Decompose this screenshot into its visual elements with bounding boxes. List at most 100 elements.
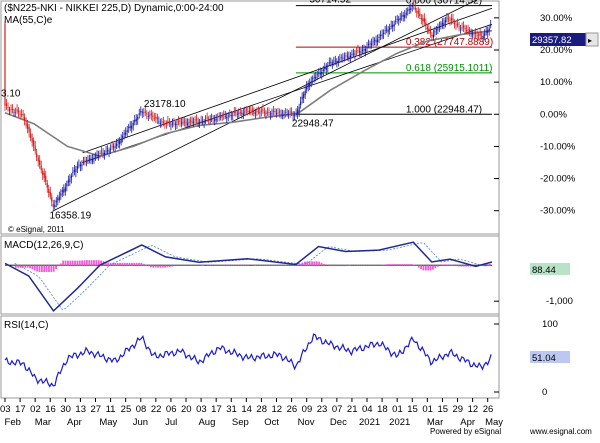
price-last-badge: 29357.82	[530, 33, 586, 46]
macd-histogram-bar	[285, 265, 287, 266]
candle-body	[231, 115, 232, 116]
candle-body	[205, 120, 206, 121]
macd-histogram-bar	[148, 265, 150, 266]
candle-body	[48, 189, 49, 193]
macd-histogram-bar	[81, 260, 83, 265]
macd-histogram-bar	[190, 265, 192, 266]
candle-body	[458, 26, 459, 27]
macd-histogram-bar	[401, 264, 403, 265]
ma-label: MA(55,C)e	[4, 15, 53, 26]
candle-body	[27, 124, 28, 129]
candle-body	[315, 77, 316, 79]
candle-body	[424, 18, 425, 22]
candle-body	[36, 154, 37, 157]
candle-body	[10, 109, 11, 110]
candle-body	[72, 172, 73, 173]
macd-histogram-bar	[318, 262, 320, 266]
candle-body	[475, 33, 476, 34]
macd-last-badge: 88.44	[530, 263, 570, 276]
price-ytick-label: 20.00%	[540, 45, 573, 56]
candle-body	[377, 40, 378, 43]
macd-histogram-bar	[58, 265, 60, 266]
macd-histogram-bar	[444, 264, 446, 265]
candle-body	[395, 21, 396, 22]
x-day-label: 06	[166, 404, 177, 415]
macd-histogram-bar	[264, 265, 266, 266]
candle-body	[389, 28, 390, 30]
candle-body	[238, 113, 239, 114]
macd-histogram-bar	[257, 265, 259, 266]
macd-histogram-bar	[152, 265, 154, 267]
scroll-right-button[interactable]: ▸	[586, 33, 598, 46]
candle-body	[372, 41, 373, 42]
candle-body	[280, 114, 281, 115]
macd-histogram-bar	[24, 265, 26, 268]
candle-body	[354, 54, 355, 55]
candle-body	[291, 112, 292, 113]
candle-body	[452, 19, 453, 21]
candle-body	[282, 115, 283, 116]
macd-histogram-bar	[176, 265, 178, 266]
candle-body	[477, 35, 478, 36]
macd-histogram-bar	[328, 265, 330, 266]
candle-body	[92, 159, 93, 161]
macd-histogram-bar	[124, 263, 126, 265]
x-day-label: 12	[468, 404, 479, 415]
candle-body	[200, 121, 201, 122]
candle-body	[265, 113, 266, 114]
candle-body	[181, 123, 182, 124]
macd-histogram-bar	[280, 265, 282, 266]
candle-body	[464, 28, 465, 29]
macd-histogram-bar	[183, 265, 185, 266]
candle-body	[321, 72, 322, 75]
price-ytick-label: 10.00%	[540, 77, 573, 88]
candle-body	[394, 24, 395, 26]
macd-histogram-bar	[437, 265, 439, 267]
candle-body	[223, 114, 224, 115]
candle-body	[253, 113, 254, 114]
x-day-label: 14	[241, 404, 252, 415]
candle-body	[140, 111, 141, 112]
x-day-label: 29	[453, 404, 464, 415]
candle-body	[66, 184, 67, 187]
macd-histogram-bar	[186, 265, 188, 266]
candle-body	[469, 30, 470, 31]
candle-body	[44, 173, 45, 178]
candle-body	[118, 142, 119, 143]
x-day-label: 09	[302, 404, 313, 415]
candle-body	[228, 116, 229, 117]
macd-histogram-bar	[333, 265, 335, 266]
macd-histogram-bar	[316, 261, 318, 265]
candle-body	[487, 30, 488, 33]
candle-body	[216, 119, 217, 120]
candle-body	[445, 20, 446, 22]
macd-title: MACD(12,26,9,C)	[4, 240, 83, 251]
candle-body	[259, 112, 260, 113]
candle-body	[277, 113, 278, 114]
macd-histogram-bar	[442, 264, 444, 265]
x-day-label: 16	[45, 404, 56, 415]
macd-histogram-bar	[461, 265, 463, 266]
candle-body	[333, 62, 334, 63]
candle-body	[151, 113, 152, 115]
candle-body	[57, 198, 58, 200]
fib-level-label: 0.000 (30714.52)	[406, 0, 482, 7]
macd-histogram-bar	[197, 265, 199, 266]
macd-histogram-bar	[126, 263, 128, 265]
candle-body	[187, 123, 188, 125]
x-month-label: Nov	[298, 417, 315, 428]
candle-body	[326, 67, 327, 69]
macd-histogram-bar	[91, 260, 93, 265]
candle-body	[207, 117, 208, 118]
candle-body	[403, 15, 404, 16]
candle-body	[235, 112, 236, 113]
candle-body	[369, 43, 370, 44]
x-month-label: Dec	[330, 417, 347, 428]
candle-body	[371, 43, 372, 45]
candle-body	[178, 121, 179, 122]
macd-histogram-bar	[458, 265, 460, 266]
macd-histogram-bar	[114, 263, 116, 265]
macd-histogram-bar	[53, 265, 55, 272]
candle-body	[440, 24, 441, 25]
candle-body	[93, 158, 94, 159]
